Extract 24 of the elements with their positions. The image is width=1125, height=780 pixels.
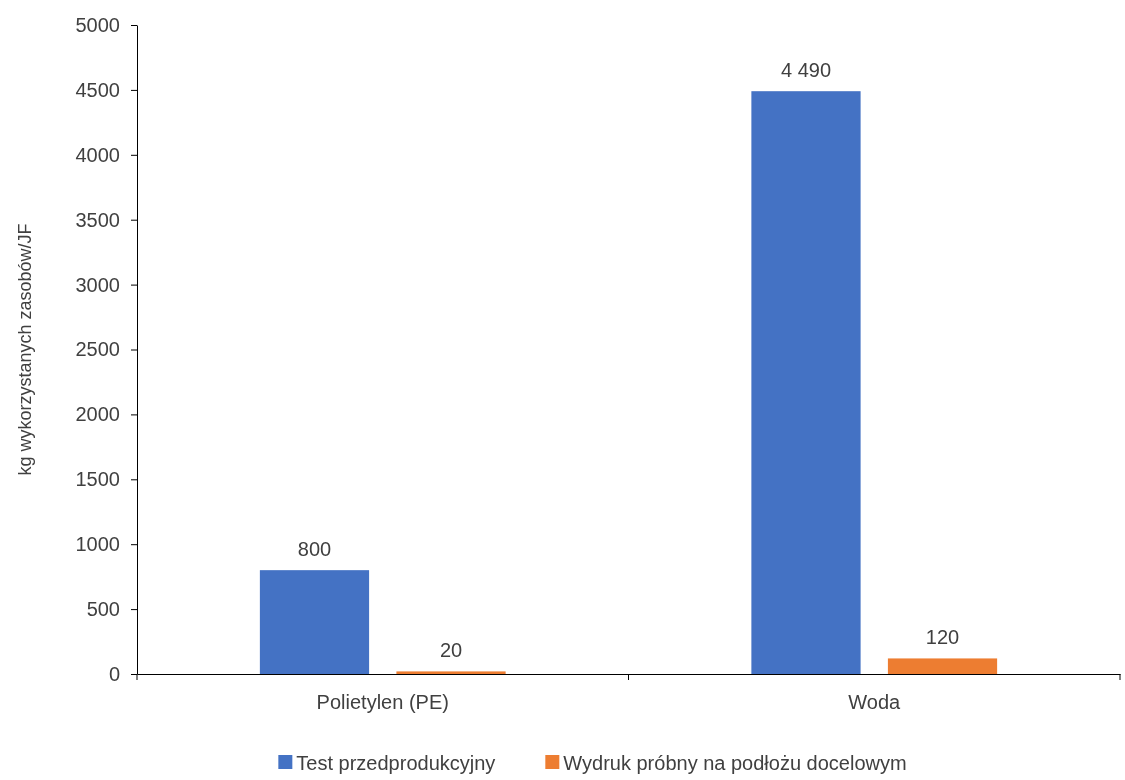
data-label: 120 [925, 626, 960, 649]
x-tick-label: Polietylen (PE) [316, 691, 449, 713]
legend-label: Wydruk próbny na podłożu docelowym [563, 752, 907, 774]
y-tick-label: 1000 [75, 533, 120, 556]
y-tick-label: 4000 [75, 143, 120, 166]
y-tick-label: 0 [108, 662, 120, 685]
y-tick-label: 2500 [75, 338, 120, 361]
bar [259, 570, 370, 674]
y-axis-title: kg wykorzystanych zasobów/JF [15, 223, 36, 476]
y-tick-label: 3500 [75, 208, 120, 231]
legend-label: Test przedprodukcyjny [296, 752, 496, 774]
data-label: 4 490 [780, 59, 832, 82]
bar [751, 91, 861, 674]
data-label: 800 [297, 538, 332, 561]
data-label: 20 [439, 639, 463, 662]
y-tick-label: 500 [86, 598, 120, 620]
bar [396, 671, 506, 674]
y-tick-label: 5000 [75, 13, 120, 36]
y-tick-label: 4500 [75, 78, 120, 101]
y-tick-label: 1500 [75, 468, 120, 491]
x-tick-label: Woda [848, 691, 902, 713]
y-tick-label: 3000 [75, 273, 120, 296]
bar [887, 658, 998, 674]
y-tick-label: 2000 [75, 403, 120, 426]
